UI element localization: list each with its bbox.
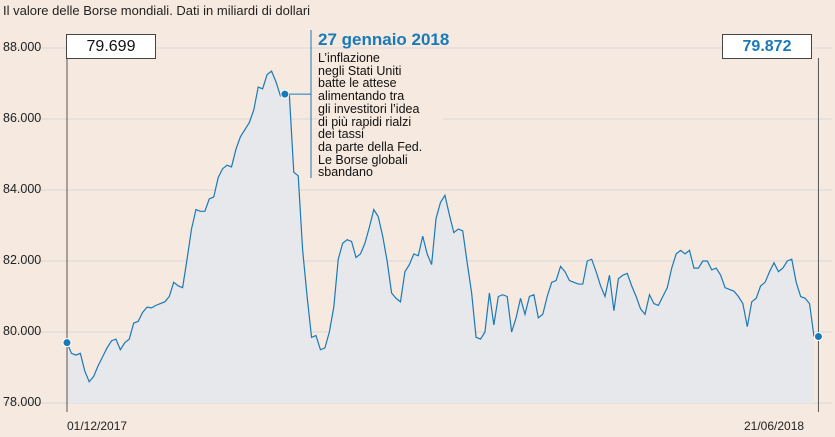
end-value-box: 79.872 [722,34,812,59]
series-line [66,70,815,383]
y-tick-label: 88.000 [3,40,42,54]
annotation-line: Le Borse globali [318,152,408,167]
x-tick-label-end: 21/06/2018 [744,419,805,433]
highlight-point [813,332,823,342]
annotation-line: alimentando tra [318,89,405,104]
start-value-box: 79.699 [66,34,156,59]
annotation-text: L’inflazione negli Stati Uniti batte le … [318,51,443,180]
y-tick-label: 84.000 [3,182,42,196]
y-tick-label: 82.000 [3,253,42,267]
annotation-line: da parte della Fed. [318,139,423,154]
y-tick-label: 86.000 [3,111,42,125]
annotation-line: negli Stati Uniti [318,63,402,78]
annotation-title: 27 gennaio 2018 [318,30,450,49]
annotation-line: gli investitori l’idea [318,101,420,116]
annotation-line: sbandano [318,165,373,180]
annotation-line: batte le attese [318,76,397,91]
annotation-line: di più rapidi rialzi [318,114,412,129]
chart-subtitle: Il valore delle Borse mondiali. Dati in … [3,3,311,18]
highlight-point [280,89,290,99]
highlight-point [62,338,72,348]
x-tick-label-start: 01/12/2017 [67,419,128,433]
area-fill [67,71,814,403]
reference-lines [66,30,819,412]
y-tick-label: 80.000 [3,324,42,338]
annotation-line: L’inflazione [318,51,380,65]
annotation-line: dei tassi [318,127,364,142]
highlight-points [62,89,823,348]
y-tick-label: 78.000 [3,395,42,409]
